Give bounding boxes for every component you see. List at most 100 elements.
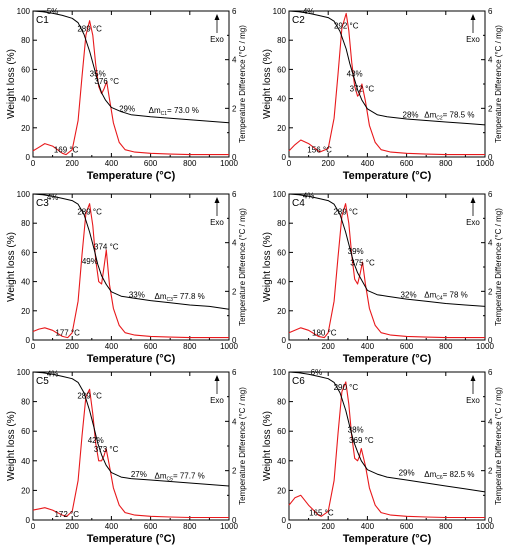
panel-label: C3 — [36, 198, 49, 209]
y-tick-label: 60 — [277, 427, 286, 436]
x-tick-label: 1000 — [220, 522, 238, 531]
y-tick-label: 0 — [26, 153, 31, 162]
y-axis-title: Weight loss (%) — [6, 49, 17, 119]
x-tick-label: 200 — [66, 342, 80, 351]
x-tick-label: 400 — [361, 342, 375, 351]
y2-axis-title: Temperature Difference (°C / mg) — [238, 387, 247, 505]
y-tick-label: 40 — [21, 95, 30, 104]
curve-annotation: 28% — [403, 111, 419, 120]
x-tick-label: 200 — [322, 342, 336, 351]
y2-tick-label: 4 — [488, 417, 493, 426]
curve-annotation: 29% — [399, 469, 415, 478]
curve-annotation: 289 °C — [77, 207, 102, 216]
y-tick-label: 40 — [277, 457, 286, 466]
y2-tick-label: 6 — [488, 190, 493, 199]
curve-annotation: 6% — [311, 368, 323, 377]
curve-annotation: 4% — [47, 193, 59, 202]
x-tick-label: 0 — [287, 159, 292, 168]
exo-arrowhead-icon — [214, 375, 220, 381]
y-axis-title: Weight loss (%) — [262, 411, 273, 481]
exo-label: Exo — [466, 218, 480, 227]
x-axis-title: Temperature (°C) — [343, 353, 432, 365]
y2-tick-label: 6 — [488, 7, 493, 16]
y-tick-label: 20 — [277, 307, 286, 316]
x-tick-label: 400 — [105, 342, 119, 351]
x-tick-label: 200 — [66, 159, 80, 168]
y-tick-label: 20 — [21, 307, 30, 316]
curve-annotation: 289 °C — [77, 24, 102, 33]
y-tick-label: 20 — [21, 486, 30, 495]
dta-curve — [32, 20, 229, 156]
x-tick-label: 400 — [361, 159, 375, 168]
x-tick-label: 400 — [105, 522, 119, 531]
x-axis-title: Temperature (°C) — [87, 533, 176, 545]
y-tick-label: 60 — [21, 65, 30, 74]
plot-frame — [288, 193, 486, 341]
x-tick-label: 600 — [144, 159, 158, 168]
y2-axis-title: Temperature Difference (°C / mg) — [494, 208, 503, 326]
x-tick-label: 800 — [439, 342, 453, 351]
y-tick-label: 60 — [277, 248, 286, 257]
panel-label: C4 — [292, 198, 305, 209]
exo-label: Exo — [210, 35, 224, 44]
y2-tick-label: 4 — [232, 417, 237, 426]
y-tick-label: 60 — [21, 427, 30, 436]
x-tick-label: 0 — [31, 342, 36, 351]
y-axis-title: Weight loss (%) — [262, 232, 273, 302]
x-tick-label: 1000 — [220, 342, 238, 351]
dta-curve — [288, 12, 485, 156]
y2-tick-label: 2 — [232, 287, 237, 296]
y-axis-title: Weight loss (%) — [6, 232, 17, 302]
curve-annotation: 180 °C — [312, 329, 337, 338]
mass-loss-annotation: ΔmC3= 77.8 % — [155, 292, 205, 303]
y2-tick-label: 0 — [488, 153, 493, 162]
y-tick-label: 0 — [282, 153, 287, 162]
curve-annotation: 39% — [348, 247, 364, 256]
tg-curve — [288, 10, 486, 126]
x-tick-label: 0 — [31, 159, 36, 168]
x-axis-title: Temperature (°C) — [343, 170, 432, 182]
y2-tick-label: 2 — [488, 287, 493, 296]
mass-loss-annotation: ΔmC5= 77.7 % — [155, 472, 205, 483]
exo-arrowhead-icon — [470, 197, 476, 203]
curve-annotation: 289 °C — [77, 392, 102, 401]
y-tick-label: 80 — [277, 36, 286, 45]
x-tick-label: 600 — [400, 342, 414, 351]
y-tick-label: 100 — [17, 368, 31, 377]
exo-label: Exo — [466, 35, 480, 44]
panel-c3: 0 200 400 600 800 10000204060801000246Tempera… — [6, 190, 247, 365]
plot-frame — [288, 10, 486, 158]
x-tick-label: 1000 — [476, 342, 494, 351]
y2-axis-title: Temperature Difference (°C / mg) — [494, 387, 503, 505]
curve-annotation: 33% — [129, 291, 145, 300]
y2-axis-title: Temperature Difference (°C / mg) — [494, 25, 503, 143]
panel-c6: 0 200 400 600 800 10000204060801000246Tempera… — [262, 368, 503, 545]
y-tick-label: 80 — [277, 219, 286, 228]
x-axis-title: Temperature (°C) — [343, 533, 432, 545]
x-tick-label: 800 — [183, 159, 197, 168]
y-tick-label: 40 — [21, 278, 30, 287]
x-tick-label: 600 — [400, 522, 414, 531]
y2-tick-label: 0 — [488, 336, 493, 345]
curve-annotation: 290 °C — [334, 383, 359, 392]
y2-tick-label: 6 — [232, 7, 237, 16]
y-tick-label: 0 — [26, 516, 31, 525]
panel-label: C2 — [292, 15, 305, 26]
y-tick-label: 80 — [21, 219, 30, 228]
y-tick-label: 80 — [21, 36, 30, 45]
panel-c4: 0 200 400 600 800 10000204060801000246Tempera… — [262, 190, 503, 365]
y2-tick-label: 0 — [232, 336, 237, 345]
y2-tick-label: 2 — [488, 467, 493, 476]
panel-label: C5 — [36, 376, 49, 387]
y-tick-label: 0 — [282, 516, 287, 525]
x-tick-label: 600 — [144, 342, 158, 351]
panel-c5: 0 200 400 600 800 10000204060801000246Tempera… — [6, 368, 247, 545]
tg-curve — [32, 371, 230, 487]
y2-tick-label: 2 — [232, 467, 237, 476]
x-axis-title: Temperature (°C) — [87, 353, 176, 365]
y2-axis-title: Temperature Difference (°C / mg) — [238, 25, 247, 143]
dta-curve — [32, 388, 229, 519]
curve-annotation: 5% — [47, 7, 59, 16]
exo-arrowhead-icon — [470, 375, 476, 381]
curve-annotation: 156 °C — [307, 146, 332, 155]
